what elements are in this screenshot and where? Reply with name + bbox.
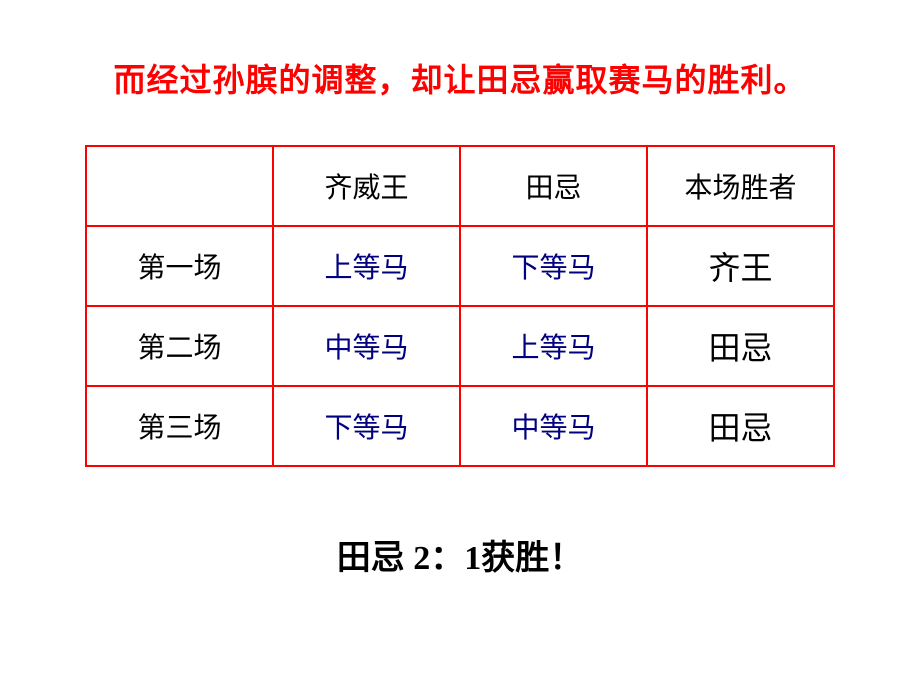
header-cell-empty xyxy=(86,146,273,226)
table-row: 第二场 中等马 上等马 田忌 xyxy=(86,306,834,386)
result-line: 田忌 2：1获胜！ xyxy=(0,530,920,579)
round-winner: 田忌 xyxy=(647,386,834,466)
table-row: 第三场 下等马 中等马 田忌 xyxy=(86,386,834,466)
round-winner: 田忌 xyxy=(647,306,834,386)
race-table: 齐威王 田忌 本场胜者 第一场 上等马 下等马 齐王 第二场 中等马 上等马 田… xyxy=(85,145,835,467)
row-label: 第二场 xyxy=(86,306,273,386)
header-cell-winner: 本场胜者 xyxy=(647,146,834,226)
row-label: 第一场 xyxy=(86,226,273,306)
qi-horse: 中等马 xyxy=(273,306,460,386)
qi-horse: 下等马 xyxy=(273,386,460,466)
table-row: 第一场 上等马 下等马 齐王 xyxy=(86,226,834,306)
title-text: 而经过孙膑的调整，却让田忌赢取赛马的胜利。 xyxy=(113,62,806,98)
tian-horse: 上等马 xyxy=(460,306,647,386)
slide-title: 而经过孙膑的调整，却让田忌赢取赛马的胜利。 xyxy=(0,55,920,101)
header-cell-tian: 田忌 xyxy=(460,146,647,226)
round-winner: 齐王 xyxy=(647,226,834,306)
table-header-row: 齐威王 田忌 本场胜者 xyxy=(86,146,834,226)
tian-horse: 下等马 xyxy=(460,226,647,306)
header-cell-qi: 齐威王 xyxy=(273,146,460,226)
result-text: 田忌 2：1获胜！ xyxy=(337,540,584,577)
qi-horse: 上等马 xyxy=(273,226,460,306)
tian-horse: 中等马 xyxy=(460,386,647,466)
race-table-container: 齐威王 田忌 本场胜者 第一场 上等马 下等马 齐王 第二场 中等马 上等马 田… xyxy=(85,145,835,467)
row-label: 第三场 xyxy=(86,386,273,466)
